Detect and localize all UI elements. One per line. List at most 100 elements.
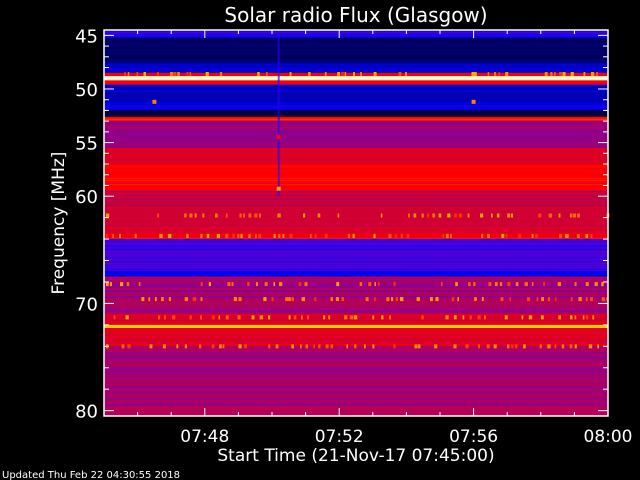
band-texture xyxy=(104,112,608,114)
interference-spike xyxy=(454,213,457,218)
interference-spike xyxy=(309,233,312,238)
axes: 07:48 07:52 07:56 08:00 45 50 55 60 70 80 xyxy=(75,26,632,447)
band-texture xyxy=(104,80,608,82)
band-texture xyxy=(104,43,608,45)
interference-spike xyxy=(301,315,303,320)
interference-spike xyxy=(446,233,449,238)
band-texture xyxy=(104,164,608,166)
interference-spike xyxy=(453,315,457,320)
band-texture xyxy=(104,239,608,241)
band-texture xyxy=(104,34,608,36)
band-texture xyxy=(104,384,608,386)
band-texture xyxy=(104,202,608,205)
interference-spike xyxy=(531,282,534,287)
interference-spike xyxy=(161,297,164,302)
band-texture xyxy=(104,37,608,39)
updated-timestamp: Updated Thu Feb 22 04:30:55 2018 xyxy=(2,470,180,480)
band-texture xyxy=(104,251,608,253)
band-texture xyxy=(104,412,608,414)
interference-spike xyxy=(548,213,553,218)
band-texture xyxy=(104,133,608,135)
interference-spike xyxy=(435,297,439,302)
interference-spike xyxy=(585,315,589,320)
interference-spike xyxy=(258,233,262,238)
plot-area xyxy=(104,30,610,417)
interference-spike xyxy=(305,344,309,349)
band-texture xyxy=(104,184,608,186)
interference-spike xyxy=(251,315,255,320)
band-texture xyxy=(104,92,608,94)
band-texture xyxy=(104,186,608,188)
band-texture xyxy=(104,402,608,404)
band-texture xyxy=(104,390,608,392)
interference-spike xyxy=(421,213,424,218)
band-texture xyxy=(104,296,608,298)
plot-frame xyxy=(103,29,609,417)
interference-spike xyxy=(109,282,113,287)
interference-spike xyxy=(486,344,490,349)
interference-spike xyxy=(106,282,109,287)
y-tick-label: 45 xyxy=(75,26,98,47)
interference-spike xyxy=(483,315,486,320)
interference-spike xyxy=(407,213,410,218)
interference-spike xyxy=(589,297,594,302)
interference-spike xyxy=(215,213,218,218)
interference-spike xyxy=(200,233,203,238)
interference-spike xyxy=(388,315,392,320)
interference-spike xyxy=(445,315,449,320)
interference-spike xyxy=(268,315,271,320)
band-texture xyxy=(104,322,608,324)
band-texture xyxy=(104,352,608,354)
interference-spike xyxy=(572,213,577,218)
band-texture xyxy=(104,374,608,376)
band-texture xyxy=(104,267,608,269)
band-texture xyxy=(104,141,608,143)
band-texture xyxy=(104,107,608,109)
x-tick-label: 07:52 xyxy=(315,427,364,447)
band-texture xyxy=(104,304,608,306)
interference-spike xyxy=(386,297,390,302)
band-texture xyxy=(104,208,608,211)
interference-spike xyxy=(354,344,357,349)
interference-spike xyxy=(591,71,595,76)
interference-spike xyxy=(233,297,238,302)
interference-spike xyxy=(481,233,484,238)
band-texture xyxy=(104,182,608,184)
interference-spike xyxy=(127,344,131,349)
interference-spike xyxy=(162,344,166,349)
band-texture xyxy=(104,127,608,129)
interference-spike xyxy=(248,233,251,238)
interference-spike xyxy=(340,71,345,76)
interference-spike xyxy=(288,315,291,320)
interference-spike xyxy=(273,233,276,238)
band-texture xyxy=(104,194,608,197)
vertical-feature xyxy=(277,30,280,197)
band-texture xyxy=(104,253,608,255)
interference-spike xyxy=(259,213,261,218)
band-texture xyxy=(104,149,608,152)
band-texture xyxy=(104,368,608,370)
interference-spike xyxy=(164,315,166,320)
interference-spike xyxy=(199,315,202,320)
interference-spike xyxy=(372,315,375,320)
interference-spike xyxy=(186,233,189,238)
interference-spike xyxy=(391,297,394,302)
band-texture xyxy=(104,109,608,111)
interference-spike xyxy=(597,344,599,349)
interference-spike xyxy=(189,71,192,76)
interference-spike xyxy=(119,233,122,238)
x-tick-label: 08:00 xyxy=(584,427,633,447)
band-texture xyxy=(104,135,608,137)
interference-spike xyxy=(200,297,203,302)
band-texture xyxy=(104,247,608,249)
interference-spike xyxy=(157,213,160,218)
interference-spike xyxy=(360,71,362,76)
interference-spike xyxy=(347,233,351,238)
band-texture xyxy=(104,49,608,51)
interference-spike xyxy=(176,344,179,349)
band-texture xyxy=(104,269,608,271)
band-texture xyxy=(104,400,608,402)
band-texture xyxy=(104,408,608,410)
band-texture xyxy=(104,102,608,104)
band-texture xyxy=(104,55,608,57)
